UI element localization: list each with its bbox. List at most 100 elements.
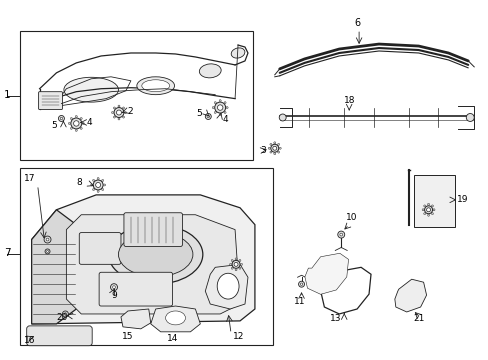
Circle shape: [44, 236, 51, 243]
Circle shape: [337, 231, 344, 238]
Ellipse shape: [217, 273, 239, 299]
Text: 8: 8: [76, 179, 82, 188]
Polygon shape: [321, 267, 370, 314]
Text: 5: 5: [51, 121, 57, 130]
Circle shape: [46, 238, 49, 241]
Text: 2: 2: [127, 107, 132, 116]
Circle shape: [240, 264, 242, 265]
Circle shape: [113, 107, 115, 109]
Circle shape: [232, 260, 240, 268]
Polygon shape: [32, 210, 76, 324]
Circle shape: [279, 114, 285, 121]
Text: 4: 4: [222, 115, 227, 124]
Bar: [20, 168, 272, 345]
Circle shape: [93, 180, 103, 190]
Polygon shape: [304, 253, 348, 294]
Circle shape: [269, 151, 271, 153]
Polygon shape: [121, 309, 150, 329]
Circle shape: [97, 190, 99, 192]
Circle shape: [82, 122, 84, 125]
Circle shape: [234, 262, 238, 266]
Text: 6: 6: [353, 18, 360, 28]
Text: 19: 19: [456, 195, 468, 204]
FancyBboxPatch shape: [123, 213, 182, 247]
Circle shape: [73, 121, 79, 126]
Circle shape: [59, 116, 64, 121]
Circle shape: [231, 267, 233, 269]
Ellipse shape: [137, 77, 174, 95]
Text: 3: 3: [259, 146, 265, 155]
Circle shape: [116, 110, 121, 115]
Circle shape: [75, 129, 77, 131]
Circle shape: [214, 102, 216, 104]
Ellipse shape: [64, 77, 118, 102]
Circle shape: [103, 184, 105, 186]
Circle shape: [64, 313, 66, 315]
Circle shape: [219, 100, 221, 102]
Ellipse shape: [118, 232, 192, 277]
Circle shape: [102, 179, 103, 181]
Text: 14: 14: [166, 334, 178, 343]
FancyBboxPatch shape: [99, 272, 172, 306]
Circle shape: [427, 203, 428, 205]
Text: 7: 7: [4, 248, 10, 258]
Circle shape: [96, 183, 101, 188]
Circle shape: [122, 107, 124, 109]
Circle shape: [466, 113, 473, 121]
Circle shape: [60, 117, 62, 120]
Circle shape: [421, 209, 423, 211]
Circle shape: [212, 107, 214, 109]
Ellipse shape: [165, 311, 185, 325]
Ellipse shape: [199, 64, 221, 78]
Text: 16: 16: [24, 336, 35, 345]
Circle shape: [118, 118, 120, 120]
Text: 21: 21: [413, 314, 424, 323]
Circle shape: [214, 102, 225, 113]
FancyBboxPatch shape: [27, 326, 92, 346]
Circle shape: [118, 105, 120, 107]
Text: 1: 1: [4, 90, 10, 100]
Circle shape: [112, 286, 115, 289]
Circle shape: [273, 142, 275, 144]
Ellipse shape: [231, 48, 244, 58]
Circle shape: [205, 113, 211, 120]
Circle shape: [46, 251, 48, 252]
Circle shape: [277, 151, 279, 153]
Circle shape: [80, 117, 82, 120]
Polygon shape: [32, 195, 254, 324]
Circle shape: [124, 112, 126, 113]
Circle shape: [75, 116, 77, 117]
Circle shape: [424, 206, 432, 214]
Circle shape: [430, 213, 432, 215]
Circle shape: [273, 153, 275, 155]
Circle shape: [277, 143, 279, 145]
Text: 15: 15: [122, 332, 133, 341]
Polygon shape: [394, 279, 426, 312]
Circle shape: [219, 113, 221, 116]
Circle shape: [114, 108, 123, 117]
Text: 17: 17: [24, 174, 35, 183]
Circle shape: [224, 102, 225, 104]
Circle shape: [235, 258, 237, 260]
Circle shape: [68, 122, 70, 125]
Circle shape: [111, 112, 113, 113]
Circle shape: [122, 116, 124, 118]
Circle shape: [427, 214, 428, 216]
FancyBboxPatch shape: [39, 92, 62, 109]
Circle shape: [217, 105, 223, 110]
Circle shape: [224, 112, 225, 113]
Circle shape: [298, 281, 304, 287]
Circle shape: [113, 116, 115, 118]
Circle shape: [45, 249, 50, 254]
Circle shape: [62, 311, 68, 317]
Polygon shape: [66, 215, 240, 314]
Circle shape: [80, 127, 82, 129]
Circle shape: [239, 267, 241, 269]
Circle shape: [272, 146, 276, 150]
Circle shape: [70, 117, 72, 120]
Circle shape: [71, 118, 81, 129]
Text: 12: 12: [233, 332, 244, 341]
Circle shape: [225, 107, 228, 109]
Circle shape: [102, 189, 103, 190]
Circle shape: [430, 205, 432, 207]
